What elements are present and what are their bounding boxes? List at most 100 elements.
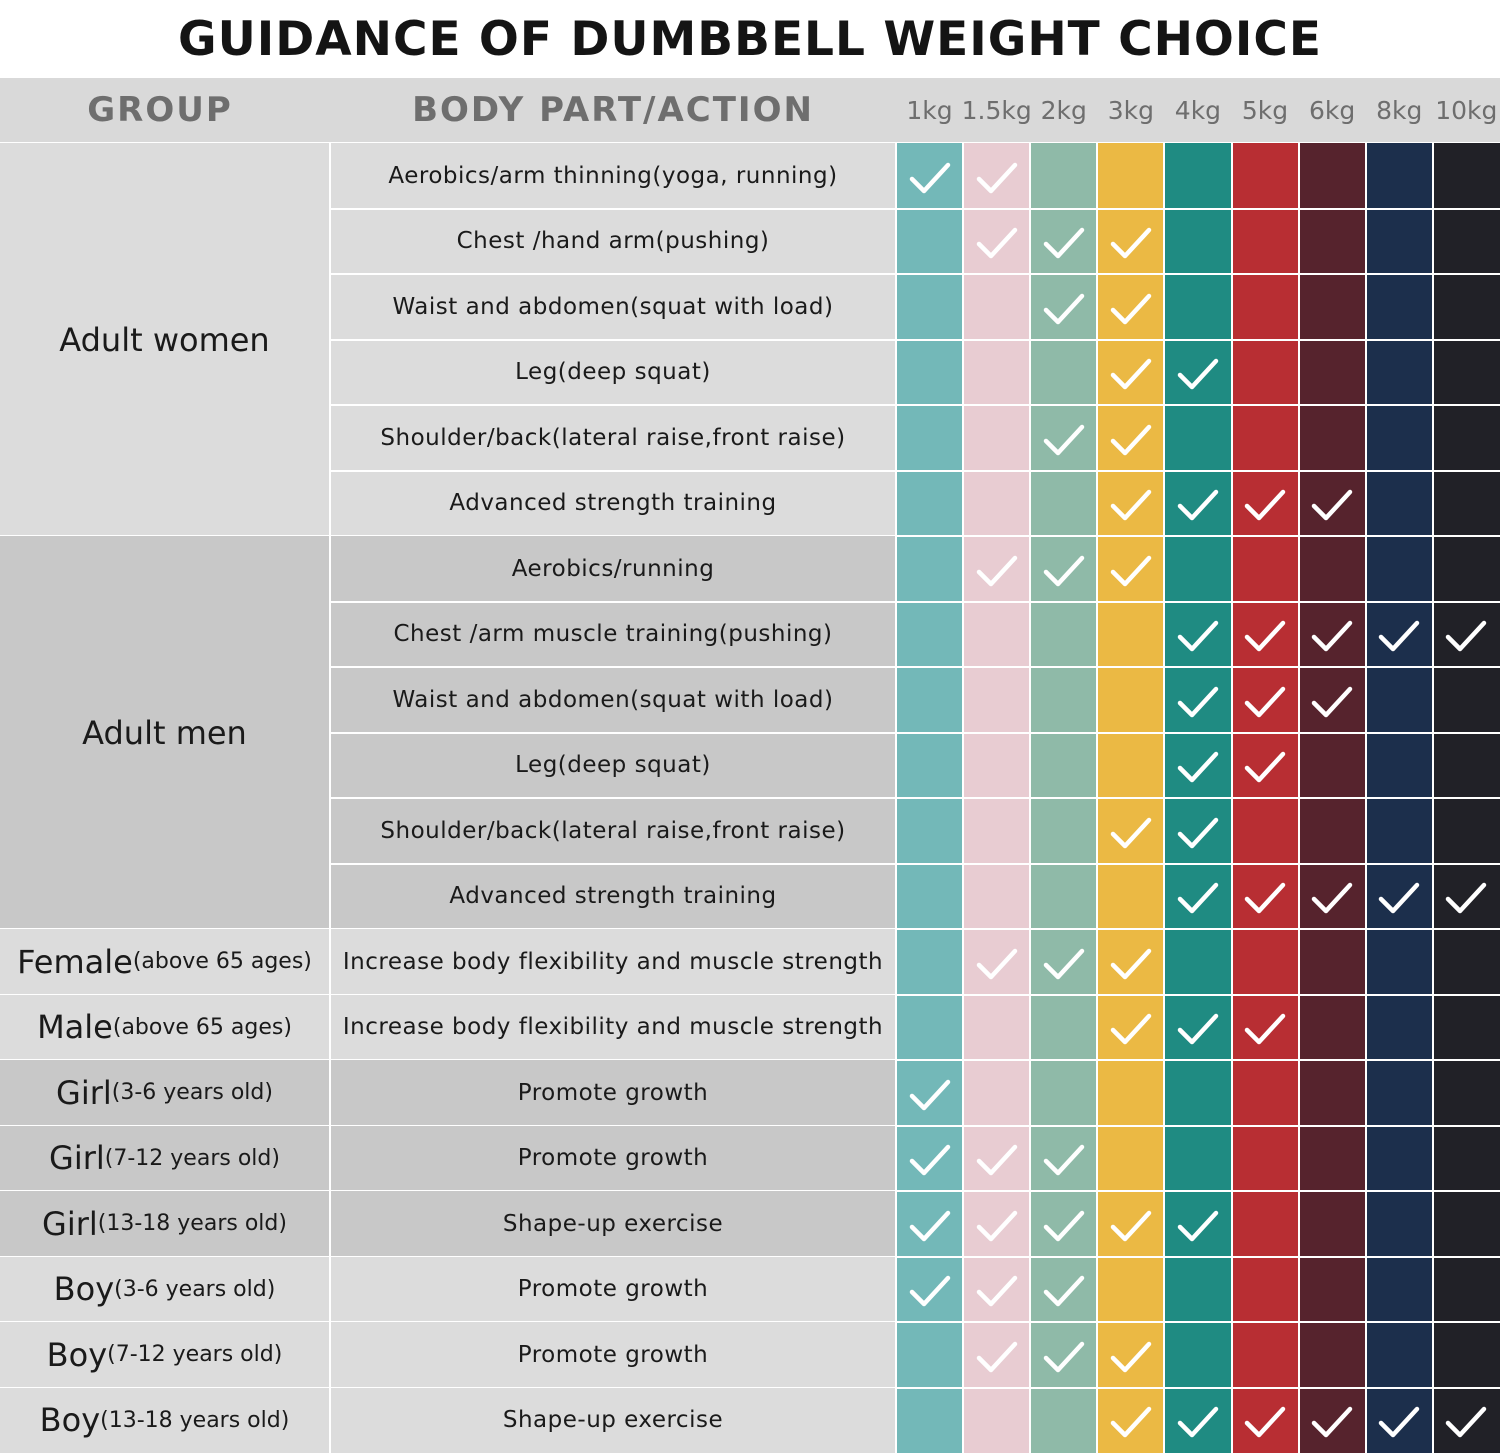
check-icon — [909, 162, 950, 193]
check-icon — [1244, 1014, 1286, 1045]
check-icon — [1110, 228, 1152, 259]
check-icon — [1043, 228, 1084, 259]
action-cell: Shape-up exercise — [502, 1407, 724, 1434]
group-sub-label: (13-18 years old) — [100, 1407, 290, 1433]
header-group: GROUP — [87, 90, 233, 130]
row-divider — [331, 338, 1500, 341]
action-cell: Increase body flexibility and muscle str… — [342, 1014, 884, 1041]
check-icon — [1043, 293, 1084, 324]
check-icon — [1311, 621, 1353, 652]
action-cell: Shape-up exercise — [502, 1210, 724, 1237]
check-icon — [1177, 883, 1219, 914]
check-icon — [1043, 424, 1084, 455]
action-cell: Aerobics/arm thinning(yoga, running) — [388, 162, 838, 189]
group-band — [0, 994, 896, 1060]
group-sub-label: (7-12 years old) — [107, 1342, 283, 1368]
check-icon — [1110, 1341, 1152, 1372]
group-main-label: Girl — [49, 1139, 105, 1178]
group-band — [0, 1387, 896, 1453]
check-icon — [1177, 1407, 1219, 1438]
check-icon — [1110, 490, 1152, 521]
action-cell: Shoulder/back(lateral raise,front raise) — [380, 424, 846, 451]
row-divider — [331, 207, 1500, 210]
group-main-label: Adult women — [59, 320, 270, 359]
check-icon — [1244, 490, 1286, 521]
table-header: GROUP BODY PART/ACTION 1kg 1.5kg 2kg 3kg 4kg… — [0, 78, 1500, 142]
row-divider — [331, 731, 1500, 734]
check-icon — [976, 1145, 1017, 1176]
check-icon — [1244, 752, 1286, 783]
group-main-label: Boy — [39, 1401, 101, 1440]
header-weight-10kg: 10kg — [1435, 95, 1498, 125]
check-icon — [1110, 293, 1152, 324]
check-icon — [1244, 621, 1286, 652]
group-band — [0, 1060, 896, 1126]
check-icon — [1177, 359, 1219, 390]
check-icon — [976, 1276, 1017, 1307]
group-label: Boy (7-12 years old) — [0, 1322, 329, 1388]
action-cell: Promote growth — [517, 1276, 709, 1303]
group-sub-label: (3-6 years old) — [114, 1276, 276, 1302]
check-icon — [1043, 555, 1084, 586]
check-icon — [1043, 948, 1084, 979]
group-label: Boy (13-18 years old) — [0, 1388, 329, 1453]
header-weight-3kg: 3kg — [1107, 95, 1154, 125]
check-icon — [1446, 883, 1487, 914]
group-label: Male (above 65 ages) — [0, 995, 329, 1061]
row-divider — [331, 469, 1500, 472]
group-label: Boy (3-6 years old) — [0, 1257, 329, 1323]
group-main-label: Girl — [42, 1204, 98, 1243]
group-sub-label: (above 65 ages) — [132, 949, 312, 975]
row-divider — [331, 666, 1500, 668]
column-divider — [1364, 143, 1367, 1453]
check-icon — [1177, 490, 1219, 521]
row-divider — [331, 600, 1500, 603]
check-icon — [1379, 1407, 1420, 1438]
check-icon — [1177, 621, 1219, 652]
column-divider — [329, 143, 331, 1453]
check-icon — [1244, 1407, 1286, 1438]
check-icon — [1379, 621, 1420, 652]
action-cell: Waist and abdomen(squat with load) — [392, 293, 834, 320]
group-label: Adult women — [0, 143, 329, 536]
check-icon — [1244, 883, 1286, 914]
check-icon — [1043, 1145, 1084, 1176]
row-divider — [331, 797, 1500, 799]
action-cell: Increase body flexibility and muscle str… — [342, 948, 884, 975]
check-icon — [976, 948, 1017, 979]
group-label: Adult men — [0, 536, 329, 929]
check-icon — [1177, 817, 1219, 848]
check-icon — [1379, 883, 1420, 914]
row-divider — [331, 273, 1500, 275]
group-label: Female (above 65 ages) — [0, 929, 329, 995]
group-label: Girl (3-6 years old) — [0, 1060, 329, 1126]
group-sub-label: (3-6 years old) — [111, 1080, 273, 1106]
group-band — [0, 929, 896, 995]
action-cell: Advanced strength training — [449, 883, 777, 910]
group-main-label: Adult men — [82, 713, 247, 752]
check-icon — [976, 1341, 1017, 1372]
check-icon — [1043, 1276, 1084, 1307]
column-divider — [1096, 143, 1099, 1453]
group-label: Girl (13-18 years old) — [0, 1191, 329, 1257]
check-icon — [1311, 686, 1353, 717]
action-cell: Advanced strength training — [449, 490, 777, 517]
group-band — [0, 1191, 896, 1257]
column-divider — [1230, 143, 1233, 1453]
check-icon — [1446, 1407, 1487, 1438]
group-label: Girl (7-12 years old) — [0, 1126, 329, 1192]
check-icon — [1177, 1210, 1219, 1241]
action-cell: Chest /arm muscle training(pushing) — [393, 621, 833, 648]
header-weight-8kg: 8kg — [1376, 95, 1423, 125]
check-icon — [909, 1276, 950, 1307]
row-divider — [331, 862, 1500, 865]
action-cell: Promote growth — [517, 1341, 709, 1368]
group-sub-label: (13-18 years old) — [97, 1211, 287, 1237]
group-main-label: Girl — [56, 1073, 112, 1112]
group-band — [0, 1322, 896, 1388]
check-icon — [1110, 817, 1152, 848]
check-icon — [909, 1145, 950, 1176]
action-cell: Chest /hand arm(pushing) — [456, 228, 770, 255]
header-weight-5kg: 5kg — [1241, 95, 1289, 125]
check-icon — [1311, 883, 1353, 914]
